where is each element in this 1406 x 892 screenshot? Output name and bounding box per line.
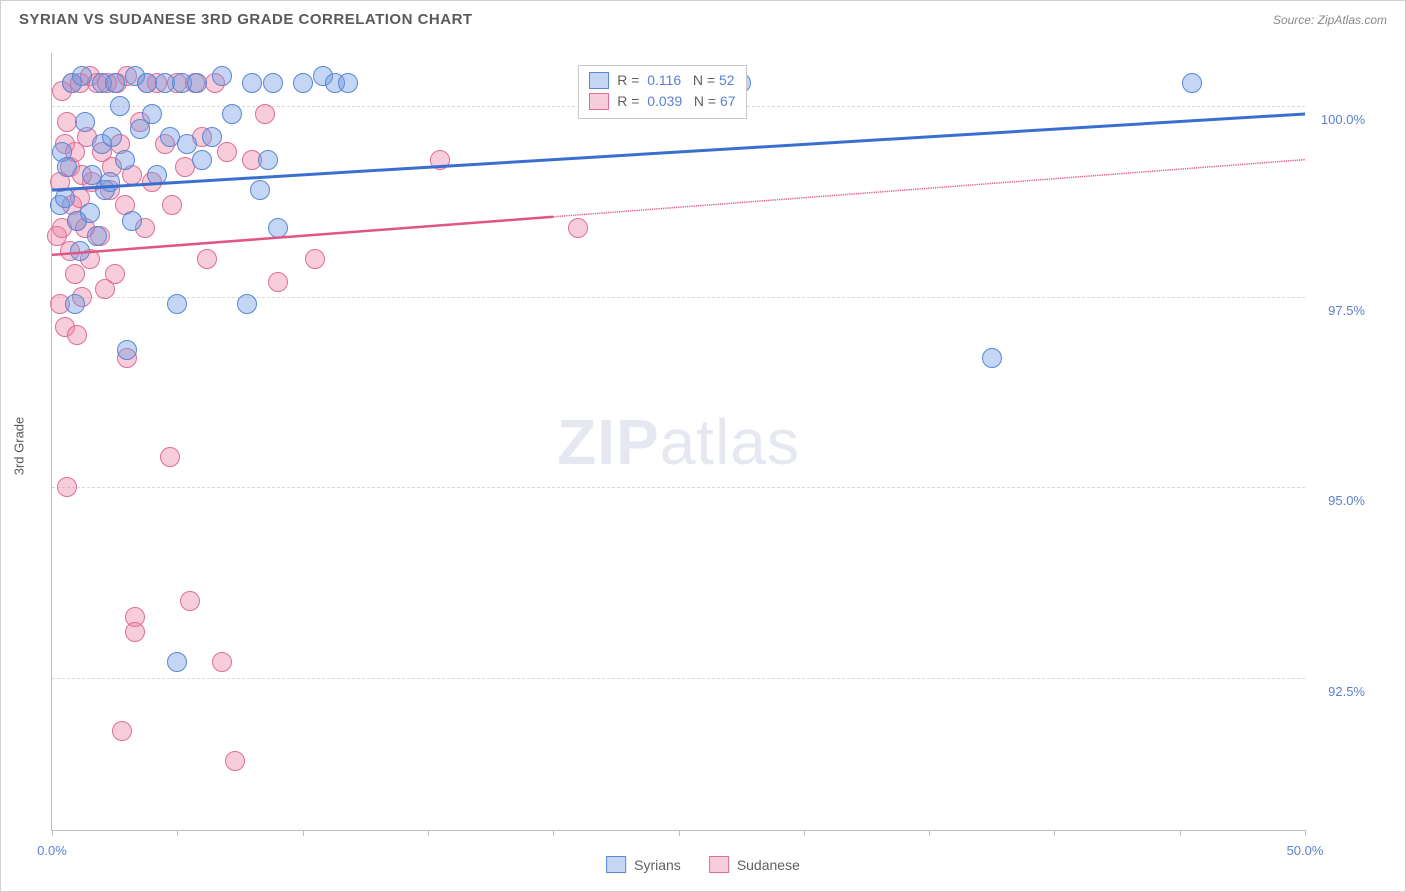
x-tick — [1305, 830, 1306, 836]
bottom-legend: Syrians Sudanese — [606, 856, 800, 873]
bottom-legend-item: Sudanese — [709, 856, 800, 873]
bottom-legend-item: Syrians — [606, 856, 681, 873]
legend-label: Syrians — [634, 857, 681, 873]
plot-area: ZIPatlas 92.5%95.0%97.5%100.0%0.0%50.0%R… — [51, 53, 1305, 831]
x-tick — [1180, 830, 1181, 836]
x-tick — [1054, 830, 1055, 836]
x-tick — [52, 830, 53, 836]
x-tick — [428, 830, 429, 836]
x-tick — [679, 830, 680, 836]
x-tick — [804, 830, 805, 836]
x-tick — [553, 830, 554, 836]
plot-wrap: ZIPatlas 92.5%95.0%97.5%100.0%0.0%50.0%R… — [51, 53, 1305, 831]
legend-text: R = 0.039 N = 67 — [617, 93, 735, 109]
legend-swatch — [589, 93, 609, 110]
legend-swatch — [589, 72, 609, 89]
y-axis-label: 3rd Grade — [12, 417, 27, 476]
header: SYRIAN VS SUDANESE 3RD GRADE CORRELATION… — [1, 1, 1405, 36]
chart-title: SYRIAN VS SUDANESE 3RD GRADE CORRELATION… — [19, 11, 473, 28]
y-tick-label: 95.0% — [1328, 493, 1365, 508]
trend-overlay — [52, 53, 1305, 830]
x-tick — [177, 830, 178, 836]
x-label-left: 0.0% — [37, 843, 67, 858]
legend-swatch — [709, 856, 729, 873]
x-label-right: 50.0% — [1287, 843, 1324, 858]
y-tick-label: 100.0% — [1321, 112, 1365, 127]
y-tick-label: 97.5% — [1328, 303, 1365, 318]
legend-row: R = 0.116 N = 52 — [589, 70, 735, 91]
correlation-legend: R = 0.116 N = 52 R = 0.039 N = 67 — [578, 65, 746, 119]
legend-row: R = 0.039 N = 67 — [589, 91, 735, 112]
source-label: Source: ZipAtlas.com — [1273, 13, 1387, 27]
y-tick-label: 92.5% — [1328, 684, 1365, 699]
x-tick — [303, 830, 304, 836]
chart-container: SYRIAN VS SUDANESE 3RD GRADE CORRELATION… — [0, 0, 1406, 892]
legend-label: Sudanese — [737, 857, 800, 873]
legend-swatch — [606, 856, 626, 873]
x-tick — [929, 830, 930, 836]
legend-text: R = 0.116 N = 52 — [617, 72, 734, 88]
